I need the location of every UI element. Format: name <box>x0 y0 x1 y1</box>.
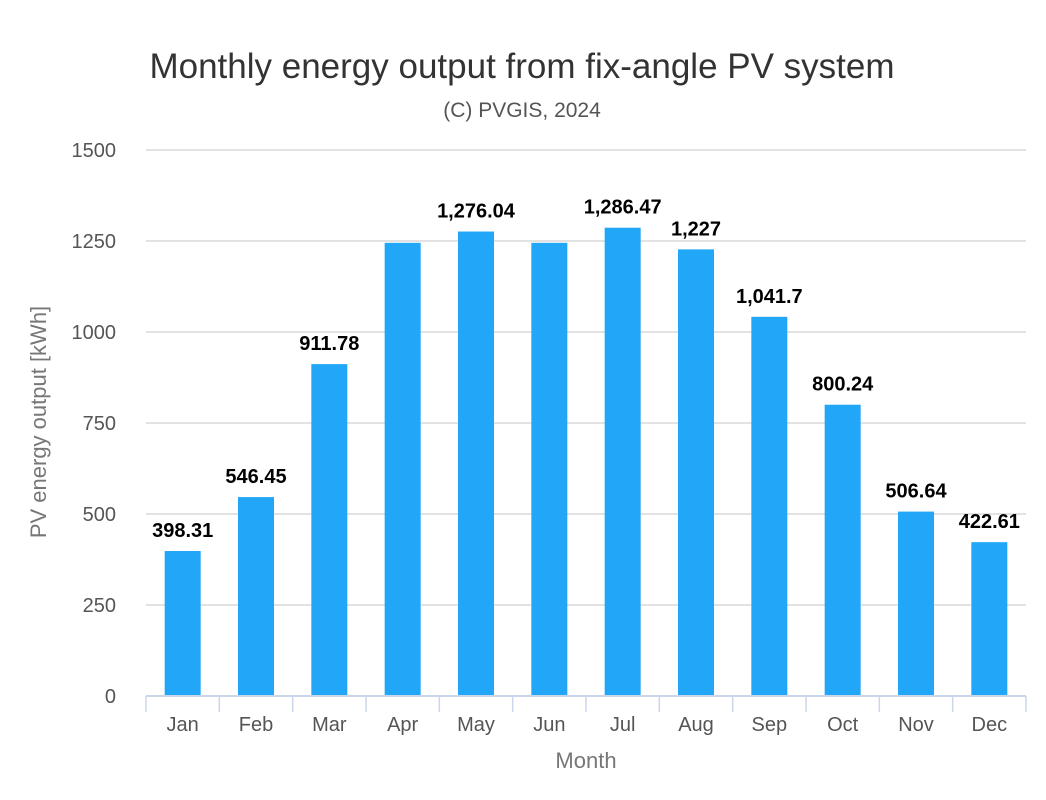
data-label-dec: 422.61 <box>959 511 1020 533</box>
x-tick-label-oct: Oct <box>827 714 859 736</box>
chart-subtitle: (C) PVGIS, 2024 <box>443 99 601 122</box>
x-tick-label-nov: Nov <box>898 714 934 736</box>
data-label-oct: 800.24 <box>812 374 874 396</box>
y-tick-label: 250 <box>83 595 116 617</box>
chart-title: Monthly energy output from fix-angle PV … <box>149 47 894 86</box>
y-tick-label: 500 <box>83 504 116 526</box>
bar-jul[interactable] <box>604 227 641 696</box>
bar-may[interactable] <box>458 231 494 697</box>
bar-dec[interactable] <box>971 542 1008 696</box>
gridlines <box>146 149 1026 606</box>
bar-feb[interactable] <box>238 497 274 696</box>
x-tick-label-sep: Sep <box>752 714 788 736</box>
data-label-nov: 506.64 <box>885 481 947 503</box>
data-labels: 398.31 546.45 911.78 1,276.04 1,286.47 1,227 1… <box>152 197 1020 542</box>
x-tick-label-aug: Aug <box>678 714 714 736</box>
x-axis-title: Month <box>555 748 616 773</box>
bars <box>164 227 1008 697</box>
bar-jan[interactable] <box>164 551 201 696</box>
x-tick-label-jan: Jan <box>167 714 199 736</box>
y-axis-ticks: 0 250 500 750 1000 1250 1500 <box>72 140 117 708</box>
x-tick-label-may: May <box>457 714 495 736</box>
data-label-feb: 546.45 <box>225 466 286 488</box>
data-label-sep: 1,041.7 <box>736 286 803 308</box>
y-tick-label: 1250 <box>72 231 117 253</box>
y-tick-label: 1000 <box>72 322 117 344</box>
bar-mar[interactable] <box>311 364 348 696</box>
bar-jun[interactable] <box>531 242 568 696</box>
x-tick-label-dec: Dec <box>972 714 1008 736</box>
y-tick-label: 1500 <box>72 140 117 162</box>
data-label-aug: 1,227 <box>671 218 721 240</box>
data-label-mar: 911.78 <box>299 333 359 355</box>
bar-sep[interactable] <box>751 316 788 696</box>
x-tick-label-jul: Jul <box>610 714 636 736</box>
data-label-jul: 1,286.47 <box>584 197 662 219</box>
bar-apr[interactable] <box>384 242 421 696</box>
x-axis: Jan Feb Mar Apr May Jun Jul Aug Sep Oct Nov Dec <box>145 695 1027 736</box>
bar-oct[interactable] <box>824 404 861 696</box>
y-tick-label: 750 <box>83 413 116 435</box>
data-label-jan: 398.31 <box>152 520 213 542</box>
data-label-may: 1,276.04 <box>437 201 516 223</box>
bar-aug[interactable] <box>678 249 714 696</box>
x-tick-label-mar: Mar <box>312 714 347 736</box>
x-tick-label-apr: Apr <box>387 714 418 736</box>
bar-nov[interactable] <box>898 511 934 696</box>
y-axis-title: PV energy output [kWh] <box>26 306 51 538</box>
y-tick-label: 0 <box>105 686 116 708</box>
x-tick-label-jun: Jun <box>533 714 565 736</box>
x-tick-label-feb: Feb <box>239 714 273 736</box>
